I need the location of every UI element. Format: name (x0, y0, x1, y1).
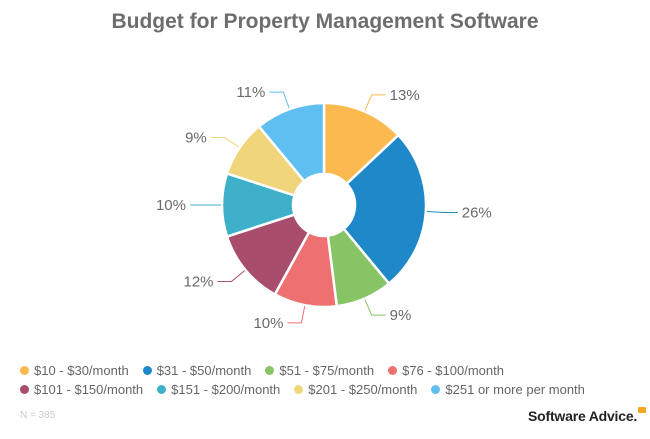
legend-item: $101 - $150/month (20, 380, 143, 399)
legend-label: $201 - $250/month (308, 382, 418, 397)
speech-bubble-icon (638, 407, 647, 413)
leader-line (210, 137, 240, 148)
brand-logo: Software Advice. (528, 407, 647, 424)
legend-item: $51 - $75/month (265, 361, 374, 380)
data-label: 9% (390, 307, 412, 324)
chart-title: Budget for Property Management Software (111, 10, 539, 33)
leader-line (269, 91, 290, 109)
legend-label: $31 - $50/month (156, 363, 252, 378)
legend-label: $151 - $200/month (171, 382, 281, 397)
donut-chart: 13% 26% 9% 10% 12% 10% 9% 11% (156, 84, 492, 332)
leader-line (364, 94, 386, 111)
legend-label: $251 or more per month (445, 382, 585, 397)
data-label: 9% (185, 130, 207, 147)
legend-label: $51 - $75/month (279, 363, 375, 378)
leader-line (364, 299, 386, 316)
data-label: 13% (390, 87, 420, 104)
legend-label: $101 - $150/month (34, 382, 144, 397)
legend-swatch (431, 385, 441, 394)
legend-item: $201 - $250/month (294, 380, 417, 399)
legend-swatch (142, 366, 152, 375)
donut-slice (342, 133, 428, 286)
legend-item: $76 - $100/month (388, 361, 504, 380)
leader-line (217, 270, 245, 282)
leader-line (287, 306, 306, 324)
donut-slice (257, 101, 326, 183)
legend-item: $151 - $200/month (157, 380, 280, 399)
data-label: 12% (184, 273, 214, 290)
legend-item: $10 - $30/month (20, 361, 129, 380)
legend-swatch (20, 366, 29, 375)
data-label: 10% (156, 197, 186, 214)
legend: $10 - $30/month $31 - $50/month $51 - $75/… (20, 361, 640, 399)
legend-swatch (294, 385, 304, 394)
legend-item: $251 or more per month (431, 380, 585, 399)
legend-label: $76 - $100/month (402, 363, 504, 378)
legend-item: $31 - $50/month (142, 361, 252, 380)
data-label: 11% (236, 84, 265, 101)
legend-label: $10 - $30/month (34, 363, 129, 378)
legend-swatch (20, 385, 29, 394)
brand-name: Software Advice. (528, 408, 638, 424)
sample-size-note: N = 385 (20, 410, 56, 421)
legend-swatch (388, 366, 398, 375)
legend-swatch (265, 366, 275, 375)
legend-swatch (157, 385, 167, 394)
data-label: 10% (253, 315, 283, 332)
data-label: 26% (462, 205, 492, 222)
leader-line (426, 210, 458, 214)
